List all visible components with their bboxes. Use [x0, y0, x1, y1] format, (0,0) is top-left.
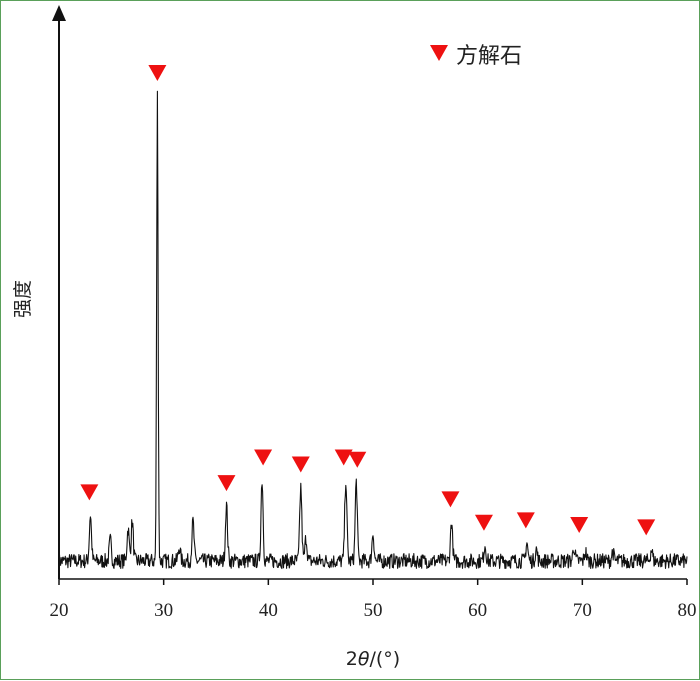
calcite-markers [80, 65, 656, 536]
x-tick-label: 40 [259, 600, 278, 621]
legend-label: 方解石 [456, 44, 522, 69]
x-tick-label: 60 [468, 600, 487, 621]
x-axis-title: 2θ/(°) [346, 648, 400, 670]
calcite-peak-marker [291, 456, 310, 473]
y-axis-arrow [52, 5, 66, 21]
calcite-peak-marker [474, 514, 493, 531]
legend-marker [430, 45, 448, 61]
axes [52, 5, 687, 580]
calcite-peak-marker [334, 449, 353, 466]
x-tick-label: 50 [364, 600, 383, 621]
x-axis-ticks: 20 30 40 50 60 70 80 [50, 579, 697, 621]
calcite-peak-marker [254, 449, 273, 466]
x-tick-label: 80 [678, 600, 697, 621]
calcite-peak-marker [148, 65, 167, 82]
calcite-peak-marker [570, 517, 589, 534]
calcite-peak-marker [516, 512, 535, 529]
legend: 方解石 [430, 44, 522, 69]
x-tick-label: 20 [50, 600, 69, 621]
calcite-peak-marker [637, 519, 656, 536]
calcite-peak-marker [348, 451, 367, 468]
x-axis-title-prefix: 2 [346, 648, 358, 670]
calcite-peak-marker [441, 491, 460, 508]
x-axis-title-suffix: /(°) [369, 648, 400, 670]
xrd-series-line [58, 90, 688, 570]
calcite-peak-marker [217, 475, 236, 492]
plot-area [58, 90, 688, 570]
x-axis-title-symbol: θ [358, 648, 370, 670]
y-axis-title: 强度 [12, 280, 34, 318]
x-tick-label: 70 [573, 600, 592, 621]
calcite-peak-marker [80, 484, 99, 501]
x-tick-label: 30 [154, 600, 173, 621]
